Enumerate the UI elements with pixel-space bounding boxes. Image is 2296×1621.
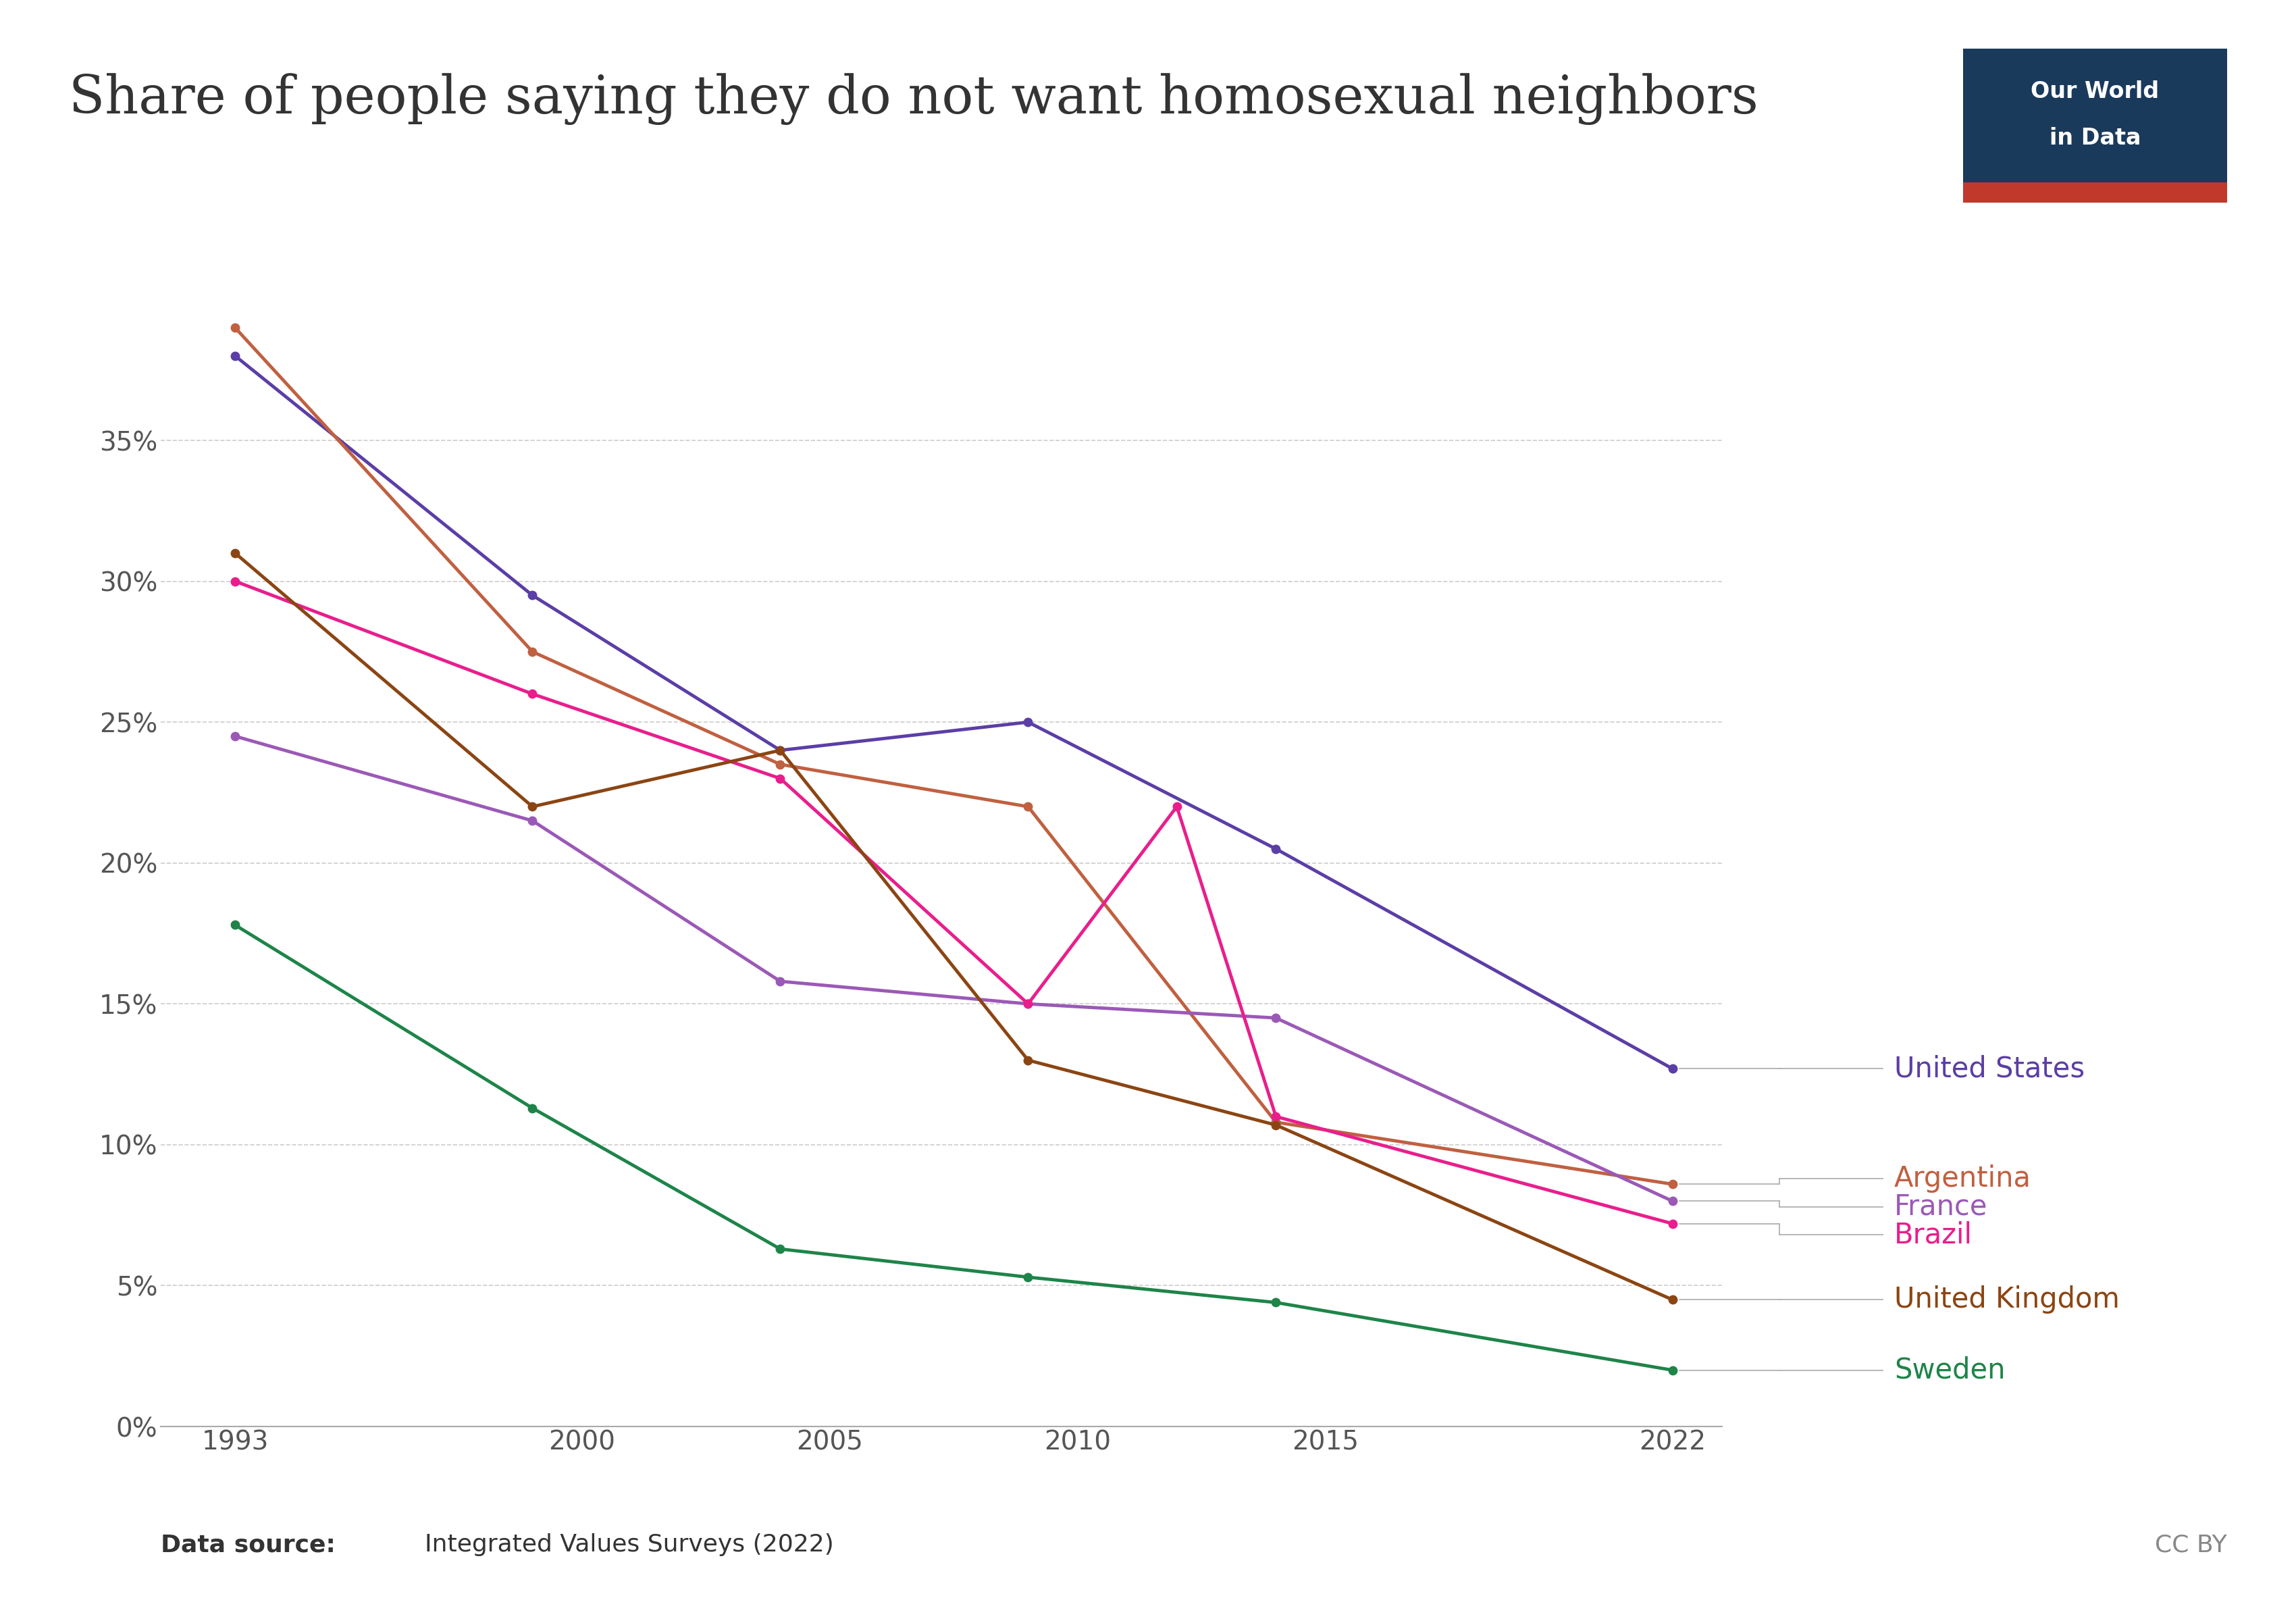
Text: United States: United States [1894,1055,2085,1083]
Text: Argentina: Argentina [1894,1164,2032,1193]
Text: Brazil: Brazil [1894,1221,1972,1250]
Text: CC BY: CC BY [2156,1533,2227,1556]
Text: Integrated Values Surveys (2022): Integrated Values Surveys (2022) [425,1533,833,1556]
Text: Sweden: Sweden [1894,1355,2004,1384]
Text: United Kingdom: United Kingdom [1894,1285,2119,1315]
FancyBboxPatch shape [1963,183,2227,203]
Text: Our World: Our World [2032,81,2158,102]
Text: Share of people saying they do not want homosexual neighbors: Share of people saying they do not want … [69,73,1759,125]
Text: Data source:: Data source: [161,1533,344,1556]
Text: France: France [1894,1193,1988,1221]
FancyBboxPatch shape [1963,49,2227,183]
Text: in Data: in Data [2050,126,2140,149]
